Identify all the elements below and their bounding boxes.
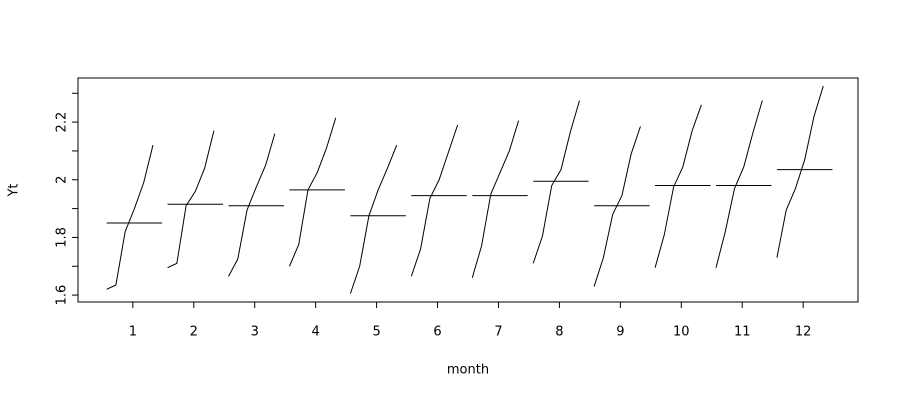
x-tick-label: 10 bbox=[673, 325, 690, 340]
x-tick-label: 1 bbox=[129, 325, 137, 340]
subseries-line bbox=[471, 120, 520, 278]
y-tick-label: 2.2 bbox=[55, 112, 70, 133]
x-tick-label: 11 bbox=[734, 325, 751, 340]
y-tick-label: 1.8 bbox=[55, 227, 70, 248]
subseries-line bbox=[776, 85, 824, 258]
x-tick-label: 6 bbox=[433, 325, 441, 340]
x-tick-label: 8 bbox=[555, 325, 563, 340]
subseries-line bbox=[410, 124, 459, 277]
subseries-line bbox=[532, 100, 580, 264]
subseries-line bbox=[228, 133, 276, 277]
y-tick-label: 2 bbox=[55, 176, 70, 184]
subseries-line bbox=[654, 104, 702, 268]
subseries-line bbox=[288, 117, 337, 267]
x-axis-label: month bbox=[447, 363, 489, 378]
subseries-line bbox=[715, 100, 763, 268]
subseries-line bbox=[106, 145, 154, 290]
subseries-line bbox=[349, 144, 398, 294]
plot-box bbox=[77, 77, 859, 303]
x-tick-label: 12 bbox=[795, 325, 812, 340]
x-tick-label: 9 bbox=[616, 325, 624, 340]
subseries-line bbox=[167, 130, 215, 269]
x-tick-label: 4 bbox=[312, 325, 320, 340]
subseries-line bbox=[593, 126, 641, 287]
x-tick-label: 7 bbox=[494, 325, 502, 340]
x-tick-label: 5 bbox=[372, 325, 380, 340]
x-tick-label: 3 bbox=[251, 325, 259, 340]
x-tick-label: 2 bbox=[190, 325, 198, 340]
y-axis-label: Yt bbox=[7, 183, 22, 197]
y-tick-label: 1.6 bbox=[55, 285, 70, 306]
